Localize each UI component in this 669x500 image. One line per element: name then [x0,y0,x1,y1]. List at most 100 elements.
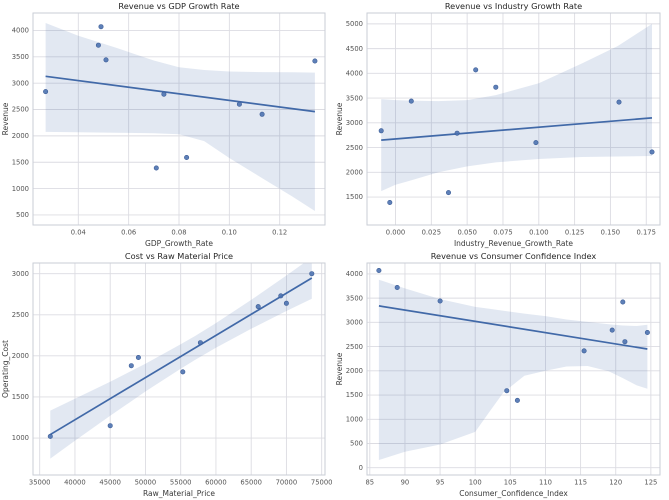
x-tick-label: 0.100 [529,229,548,237]
x-tick-label: 85 [365,479,374,487]
scatter-point [107,423,113,429]
x-tick-label: 35000 [29,479,51,487]
x-tick-label: 0.12 [272,229,287,237]
regression-line [49,277,313,436]
x-axis-label: Consumer_Confidence_Index [459,489,568,498]
confidence-band [378,279,648,460]
scatter-point [153,165,159,171]
scatter-point [312,58,318,64]
regression-line [378,305,648,350]
y-tick-label: 500 [350,440,363,448]
y-tick-label: 2000 [12,352,29,360]
y-tick-label: 2500 [12,106,29,114]
y-axis-label: Revenue [1,102,10,135]
x-tick-label: 0.08 [171,229,186,237]
scatter-point [504,388,510,394]
scatter-point [514,397,520,403]
regression-line [45,75,316,113]
x-axis-label: GDP_Growth_Rate [145,239,213,248]
x-tick-label: 70000 [276,479,298,487]
y-tick-label: 3000 [12,270,29,278]
y-tick-label: 2500 [346,144,363,152]
y-tick-label: 1000 [346,415,363,423]
y-tick-label: 1500 [346,391,363,399]
scatter-point [649,149,655,155]
scatter-point [378,128,384,134]
scatter-point [135,355,141,361]
x-tick-label: 0.10 [222,229,237,237]
scatter-point [394,284,400,290]
y-tick-label: 2000 [346,168,363,176]
x-tick-label: 120 [609,479,622,487]
scatter-point [493,84,499,90]
y-tick-label: 4000 [346,70,363,78]
scatter-point [408,98,414,104]
plot-revenue-vs-gdp-growth-rate: 0.04 0.06 0.08 0.10 0.12 500 1000 1500 2000 2500 3… [1,1,326,248]
y-tick-label: 4500 [346,45,363,53]
scatter-point [609,327,615,333]
x-tick-label: 0.150 [601,229,620,237]
y-axis-label: Revenue [335,102,344,135]
x-tick-label: 115 [574,479,587,487]
chart-title: Revenue vs Industry Growth Rate [445,1,582,11]
plot-border [32,12,326,226]
plot-border [366,262,661,476]
y-tick-label: 3500 [346,294,363,302]
x-axis-label: Raw_Material_Price [143,489,215,498]
x-tick-label: 95 [436,479,445,487]
scatter-point [184,155,190,161]
y-tick-label: 1000 [12,434,29,442]
confidence-band [50,263,312,459]
x-tick-label: 50000 [135,479,157,487]
x-tick-label: 100 [469,479,482,487]
y-tick-label: 500 [16,211,29,219]
x-tick-label: 0.000 [386,229,405,237]
y-axis-label: Operating_Cost [1,340,10,398]
plot-cost-vs-raw-material-price: 35000 40000 45000 50000 55000 60000 65000 70000… [1,251,333,498]
scatter-point [180,369,186,375]
scatter-point [278,293,284,299]
chart-title: Revenue vs Consumer Confidence Index [431,251,597,261]
x-tick-label: 105 [504,479,517,487]
grid [33,13,325,225]
y-tick-label: 3500 [12,53,29,61]
scatter-point [43,89,49,95]
scatter-point [616,99,622,105]
scatter-point [128,363,134,369]
y-tick-label: 3000 [346,119,363,127]
chart-revenue-vs-industry-growth-rate: 0.000 0.025 0.050 0.075 0.100 0.125 0.150 0.175… [334,0,669,250]
scatter-point [644,330,650,336]
grid [33,263,325,475]
scatter-point [620,299,626,305]
x-tick-label: 0.04 [71,229,86,237]
x-tick-label: 55000 [170,479,192,487]
x-tick-label: 45000 [99,479,121,487]
scatter-point [454,130,460,136]
y-tick-label: 4000 [346,270,363,278]
scatter-points [43,24,318,171]
y-tick-label: 3000 [12,79,29,87]
x-tick-label: 0.075 [493,229,512,237]
scatter-point [197,340,203,346]
x-tick-label: 0.050 [457,229,476,237]
scatter-point [437,298,443,304]
y-tick-label: 5000 [346,20,363,28]
y-tick-label: 3500 [346,94,363,102]
scatter-point [103,57,109,63]
confidence-band [45,23,315,211]
y-tick-label: 2000 [346,367,363,375]
x-tick-label: 0.175 [636,229,655,237]
y-tick-label: 4000 [12,27,29,35]
x-tick-label: 0.125 [565,229,584,237]
scatter-point [47,433,53,439]
scatter-points [376,267,650,403]
y-tick-label: 3000 [346,319,363,327]
x-tick-label: 75000 [311,479,333,487]
grid [367,263,660,475]
y-tick-label: 0 [359,464,363,472]
y-axis-label: Revenue [335,352,344,385]
y-tick-label: 2500 [346,343,363,351]
chart-title: Revenue vs GDP Growth Rate [118,1,239,11]
scatter-point [161,91,167,97]
